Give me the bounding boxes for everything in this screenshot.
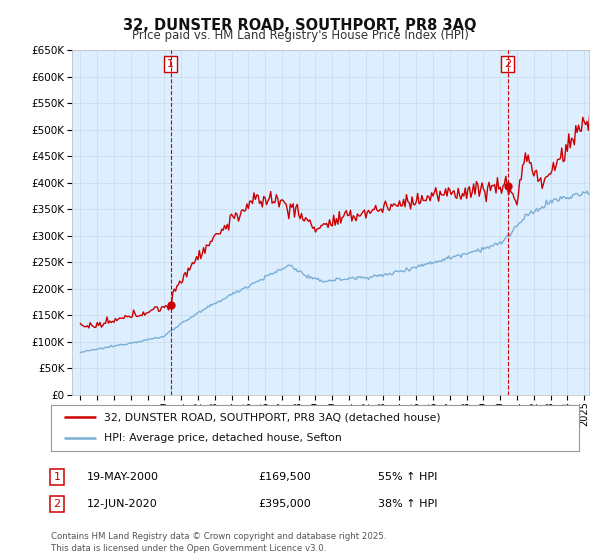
Text: 38% ↑ HPI: 38% ↑ HPI [378, 499, 437, 509]
Text: Contains HM Land Registry data © Crown copyright and database right 2025.
This d: Contains HM Land Registry data © Crown c… [51, 532, 386, 553]
Text: 32, DUNSTER ROAD, SOUTHPORT, PR8 3AQ (detached house): 32, DUNSTER ROAD, SOUTHPORT, PR8 3AQ (de… [104, 412, 440, 422]
Text: £395,000: £395,000 [258, 499, 311, 509]
Text: 55% ↑ HPI: 55% ↑ HPI [378, 472, 437, 482]
Text: 19-MAY-2000: 19-MAY-2000 [87, 472, 159, 482]
Text: 1: 1 [167, 59, 174, 69]
Text: 2: 2 [53, 499, 61, 509]
Text: 12-JUN-2020: 12-JUN-2020 [87, 499, 158, 509]
Text: £169,500: £169,500 [258, 472, 311, 482]
Text: HPI: Average price, detached house, Sefton: HPI: Average price, detached house, Seft… [104, 433, 341, 444]
Text: 2: 2 [504, 59, 511, 69]
Text: Price paid vs. HM Land Registry's House Price Index (HPI): Price paid vs. HM Land Registry's House … [131, 29, 469, 42]
Text: 32, DUNSTER ROAD, SOUTHPORT, PR8 3AQ: 32, DUNSTER ROAD, SOUTHPORT, PR8 3AQ [123, 18, 477, 33]
Text: 1: 1 [53, 472, 61, 482]
